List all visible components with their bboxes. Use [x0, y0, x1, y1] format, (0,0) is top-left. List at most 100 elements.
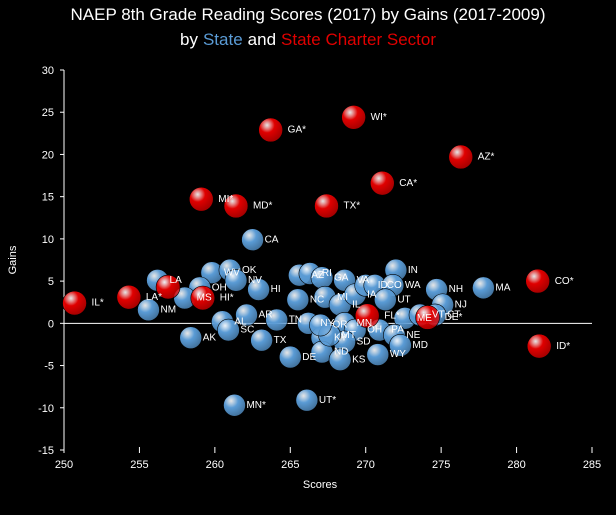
- point-label: CA: [265, 234, 279, 245]
- point-label: OK: [242, 265, 257, 276]
- point-label: GA*: [288, 125, 306, 136]
- point-label: GA: [334, 272, 349, 283]
- point-label: MA: [495, 283, 510, 294]
- y-tick-label: 0: [48, 318, 54, 330]
- point: [62, 290, 87, 316]
- point: [116, 284, 142, 310]
- point-label: ND: [334, 347, 348, 358]
- point: [295, 388, 319, 412]
- subtitle-prefix: by: [180, 30, 198, 49]
- point-label: IA: [367, 289, 377, 300]
- point-label: AK: [203, 332, 217, 343]
- point-label: OH: [212, 283, 227, 294]
- point: [241, 228, 264, 252]
- y-tick-label: -15: [38, 445, 54, 457]
- point-label: ID: [378, 280, 388, 291]
- point: [235, 303, 258, 327]
- point-label: FL*: [384, 310, 400, 321]
- point: [250, 328, 273, 352]
- chart-title: NAEP 8th Grade Reading Scores (2017) by …: [70, 5, 545, 24]
- point-label: MD*: [253, 201, 273, 212]
- point-label: HI: [271, 284, 281, 295]
- point: [278, 345, 302, 369]
- point-label: KS: [352, 354, 366, 365]
- point-label: VA: [357, 275, 370, 286]
- point-label: MN: [357, 318, 373, 329]
- point: [258, 117, 283, 143]
- point: [354, 303, 380, 329]
- point: [389, 333, 412, 357]
- x-tick-label: 275: [432, 459, 450, 471]
- point-label: PA: [391, 325, 404, 336]
- point: [415, 305, 440, 330]
- point-label: LA*: [146, 292, 162, 303]
- y-tick-label: 5: [48, 276, 54, 288]
- point-label: NM: [160, 304, 176, 315]
- point: [223, 393, 246, 417]
- point-label: AZ*: [478, 152, 495, 163]
- point: [370, 170, 395, 196]
- point: [341, 104, 366, 130]
- point-label: MD: [412, 340, 428, 351]
- point: [286, 288, 310, 311]
- x-axis-title: Scores: [303, 479, 338, 491]
- x-tick-label: 280: [507, 459, 525, 471]
- point-label: TX*: [343, 201, 360, 212]
- point-label: AR: [259, 310, 273, 321]
- point-label: MT: [342, 330, 356, 341]
- y-tick-label: 30: [42, 65, 54, 77]
- point-label: CA*: [399, 178, 417, 189]
- y-tick-label: 20: [42, 149, 54, 161]
- point-label: IL*: [92, 298, 104, 309]
- point: [448, 144, 474, 170]
- point: [314, 193, 339, 219]
- point: [155, 274, 181, 300]
- x-tick-label: 270: [357, 459, 375, 471]
- point-label: TX: [274, 335, 287, 346]
- point-label: DE*: [445, 312, 463, 323]
- point: [217, 318, 240, 342]
- point-label: CO*: [555, 276, 574, 287]
- point: [525, 268, 550, 294]
- point-label: RI: [322, 268, 332, 279]
- point: [247, 278, 270, 301]
- point-label: MI*: [218, 194, 233, 205]
- point-label: NY: [320, 318, 334, 329]
- point: [526, 333, 552, 359]
- y-tick-label: -10: [38, 403, 54, 415]
- x-tick-label: 265: [281, 459, 299, 471]
- point-label: AZ: [311, 270, 324, 281]
- point-label: CT: [447, 310, 460, 321]
- point-label: UT*: [319, 395, 336, 406]
- point: [472, 276, 495, 300]
- point-label: VT: [432, 310, 445, 321]
- point-label: WV: [224, 267, 240, 278]
- point-label: LA: [170, 275, 183, 286]
- point-label: IN: [408, 265, 418, 276]
- point-label: NJ: [455, 299, 467, 310]
- point-label: NH: [449, 284, 463, 295]
- point-label: DE: [302, 352, 316, 363]
- chart-subtitle: by State and State Charter Sector: [180, 30, 436, 49]
- legend-entry: State: [203, 30, 243, 49]
- point-label: CO: [387, 280, 402, 291]
- point-label: ME: [417, 313, 432, 324]
- x-tick-label: 260: [206, 459, 224, 471]
- point: [309, 313, 332, 337]
- point: [366, 343, 390, 366]
- point-label: SD: [357, 337, 371, 348]
- point-label: OR: [332, 320, 347, 331]
- y-axis-title: Gains: [7, 245, 19, 274]
- point-label: SC: [240, 325, 254, 336]
- x-tick-label: 285: [583, 459, 601, 471]
- point-label: HI*: [220, 293, 234, 304]
- point: [265, 308, 289, 332]
- point: [374, 288, 397, 311]
- point-label: MS: [197, 293, 212, 304]
- point-label: NV: [248, 275, 262, 286]
- point-label: NC: [310, 294, 324, 305]
- legend-entry: State Charter Sector: [281, 30, 436, 49]
- y-tick-label: 15: [42, 192, 54, 204]
- point-label: TN: [289, 315, 302, 326]
